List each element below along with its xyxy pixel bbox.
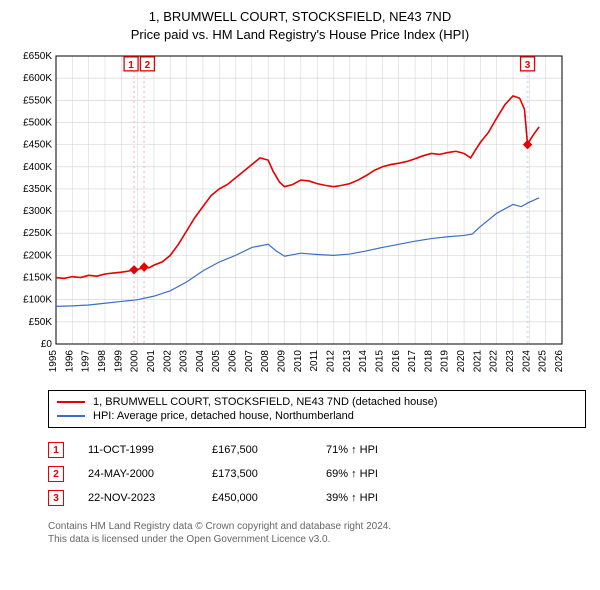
event-table: 1 11-OCT-1999 £167,500 71% ↑ HPI 2 24-MAY-200… [48, 438, 586, 510]
line-chart-svg: £0 £50K £100K £150K £200K £250K £300K £350K £400… [10, 50, 570, 380]
svg-text:£650K: £650K [23, 51, 52, 62]
svg-text:1998: 1998 [97, 350, 108, 373]
chart-title: 1, BRUMWELL COURT, STOCKSFIELD, NE43 7ND… [10, 8, 590, 44]
svg-text:2026: 2026 [554, 350, 565, 373]
svg-text:£600K: £600K [23, 74, 52, 85]
event-price: £167,500 [212, 444, 302, 456]
chart-area: £0 £50K £100K £150K £200K £250K £300K £350K £400… [10, 50, 590, 380]
svg-text:1: 1 [128, 60, 134, 71]
svg-text:£350K: £350K [23, 184, 52, 195]
svg-text:2011: 2011 [309, 350, 320, 372]
svg-text:£200K: £200K [23, 251, 52, 262]
title-line1: 1, BRUMWELL COURT, STOCKSFIELD, NE43 7ND [10, 8, 590, 26]
svg-text:2016: 2016 [391, 350, 402, 373]
event-badge: 1 [48, 442, 64, 458]
svg-text:2023: 2023 [505, 350, 516, 373]
svg-text:2018: 2018 [423, 350, 434, 373]
svg-text:2009: 2009 [277, 350, 288, 373]
svg-text:2022: 2022 [489, 350, 500, 373]
legend-swatch [57, 401, 85, 403]
event-badge: 3 [48, 490, 64, 506]
svg-text:2015: 2015 [374, 350, 385, 373]
svg-text:1997: 1997 [81, 350, 92, 373]
event-date: 11-OCT-1999 [88, 444, 188, 456]
svg-text:2013: 2013 [342, 350, 353, 373]
svg-text:2021: 2021 [472, 350, 483, 373]
svg-text:2003: 2003 [179, 350, 190, 373]
svg-text:2025: 2025 [538, 350, 549, 373]
svg-text:2017: 2017 [407, 350, 418, 373]
svg-text:£300K: £300K [23, 206, 52, 217]
svg-text:1999: 1999 [113, 350, 124, 373]
svg-text:2002: 2002 [162, 350, 173, 373]
svg-text:£50K: £50K [29, 317, 53, 328]
footnote: Contains HM Land Registry data © Crown c… [48, 520, 586, 546]
svg-text:£250K: £250K [23, 229, 52, 240]
event-row: 3 22-NOV-2023 £450,000 39% ↑ HPI [48, 486, 586, 510]
event-row: 1 11-OCT-1999 £167,500 71% ↑ HPI [48, 438, 586, 462]
svg-text:2012: 2012 [325, 350, 336, 373]
svg-text:£500K: £500K [23, 118, 52, 129]
svg-text:2010: 2010 [293, 350, 304, 373]
legend-swatch [57, 415, 85, 417]
legend-label: 1, BRUMWELL COURT, STOCKSFIELD, NE43 7ND… [93, 396, 438, 408]
svg-text:2006: 2006 [228, 350, 239, 373]
legend-row: 1, BRUMWELL COURT, STOCKSFIELD, NE43 7ND… [57, 395, 577, 409]
event-delta: 39% ↑ HPI [326, 492, 378, 504]
legend-row: HPI: Average price, detached house, Nort… [57, 409, 577, 423]
svg-text:2019: 2019 [440, 350, 451, 373]
svg-text:2007: 2007 [244, 350, 255, 373]
event-date: 22-NOV-2023 [88, 492, 188, 504]
svg-text:£450K: £450K [23, 140, 52, 151]
event-delta: 69% ↑ HPI [326, 468, 378, 480]
svg-text:1996: 1996 [64, 350, 75, 373]
svg-text:2020: 2020 [456, 350, 467, 373]
legend-label: HPI: Average price, detached house, Nort… [93, 410, 354, 422]
svg-text:2000: 2000 [130, 350, 141, 373]
svg-text:2008: 2008 [260, 350, 271, 373]
event-badge: 2 [48, 466, 64, 482]
footnote-line1: Contains HM Land Registry data © Crown c… [48, 520, 586, 533]
event-price: £450,000 [212, 492, 302, 504]
svg-text:2024: 2024 [521, 350, 532, 373]
svg-text:£150K: £150K [23, 273, 52, 284]
svg-text:2005: 2005 [211, 350, 222, 373]
svg-text:2001: 2001 [146, 350, 157, 373]
svg-text:£0: £0 [41, 339, 53, 350]
event-price: £173,500 [212, 468, 302, 480]
svg-text:£550K: £550K [23, 96, 52, 107]
footnote-line2: This data is licensed under the Open Gov… [48, 533, 586, 546]
svg-text:2004: 2004 [195, 350, 206, 373]
svg-text:2: 2 [145, 60, 151, 71]
svg-text:£400K: £400K [23, 162, 52, 173]
chart-container: 1, BRUMWELL COURT, STOCKSFIELD, NE43 7ND… [0, 0, 600, 554]
legend: 1, BRUMWELL COURT, STOCKSFIELD, NE43 7ND… [48, 390, 586, 428]
svg-text:1995: 1995 [48, 350, 59, 373]
svg-text:£100K: £100K [23, 295, 52, 306]
svg-text:3: 3 [525, 60, 531, 71]
svg-text:2014: 2014 [358, 350, 369, 373]
event-row: 2 24-MAY-2000 £173,500 69% ↑ HPI [48, 462, 586, 486]
event-date: 24-MAY-2000 [88, 468, 188, 480]
event-delta: 71% ↑ HPI [326, 444, 378, 456]
title-line2: Price paid vs. HM Land Registry's House … [10, 26, 590, 44]
